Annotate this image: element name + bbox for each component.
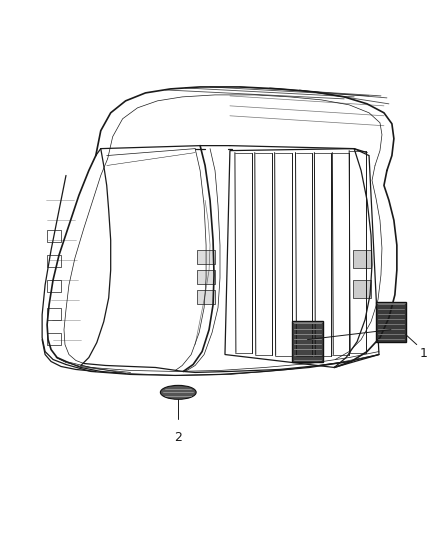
Polygon shape xyxy=(376,302,406,342)
Polygon shape xyxy=(353,250,371,268)
Polygon shape xyxy=(197,250,215,264)
Polygon shape xyxy=(292,321,323,362)
Text: 2: 2 xyxy=(174,431,182,444)
Polygon shape xyxy=(197,270,215,284)
Polygon shape xyxy=(353,280,371,298)
Polygon shape xyxy=(197,290,215,304)
Text: 1: 1 xyxy=(420,346,427,360)
Ellipse shape xyxy=(160,385,196,399)
